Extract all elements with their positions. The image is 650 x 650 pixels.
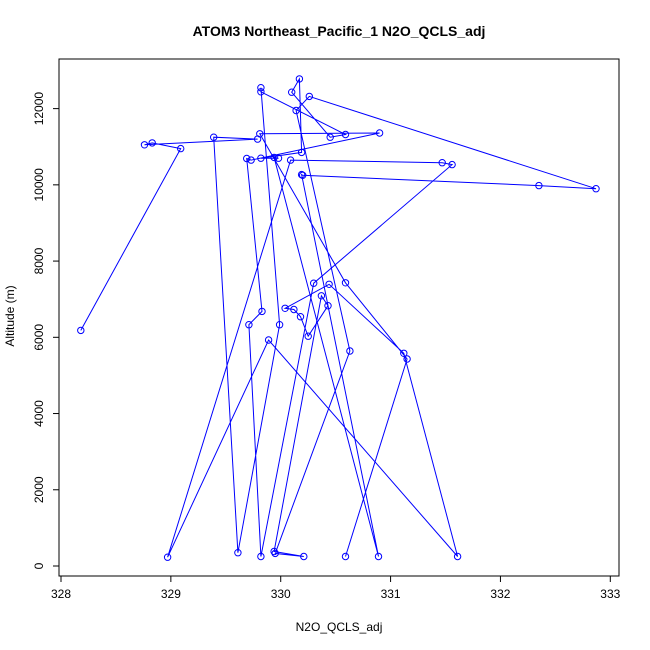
- data-point: [247, 156, 255, 164]
- data-point: [310, 279, 318, 287]
- data-point: [400, 349, 408, 357]
- y-tick-label: 12000: [32, 92, 46, 126]
- plot-frame: [58, 58, 620, 577]
- data-point: [257, 84, 265, 92]
- x-tick-label: 333: [600, 587, 620, 601]
- data-point: [270, 153, 278, 162]
- data-point: [290, 305, 298, 314]
- x-tick-label: 331: [381, 587, 401, 601]
- data-point: [257, 552, 265, 561]
- data-point: [264, 336, 273, 344]
- y-tick-label: 8000: [32, 247, 46, 274]
- data-point: [324, 302, 332, 310]
- y-axis-label: Altitude (m): [3, 285, 17, 346]
- data-point: [438, 159, 446, 167]
- data-point: [325, 280, 333, 288]
- data-point: [304, 332, 312, 340]
- data-point: [374, 552, 383, 561]
- data-point: [140, 141, 149, 149]
- data-point: [257, 88, 265, 96]
- series-line: [80, 77, 597, 558]
- data-point: [258, 307, 266, 316]
- y-tick-label: 2000: [32, 476, 46, 503]
- y-tick-label: 4000: [32, 400, 46, 427]
- data-point: [453, 552, 462, 561]
- data-point: [286, 156, 295, 164]
- data-point: [341, 130, 350, 139]
- data-point: [326, 133, 334, 141]
- data-point: [243, 154, 251, 163]
- y-tick-label: 0: [32, 562, 46, 569]
- x-axis-label: N2O_QCLS_adj: [296, 620, 383, 634]
- data-point: [297, 170, 306, 179]
- data-point: [256, 130, 264, 138]
- data-point: [274, 154, 283, 162]
- data-point: [148, 139, 156, 147]
- data-point: [257, 154, 265, 162]
- data-point: [77, 326, 85, 335]
- data-point: [535, 181, 543, 190]
- data-point: [592, 185, 600, 193]
- data-point: [163, 553, 172, 561]
- y-tick-label: 10000: [32, 168, 46, 202]
- data-point: [317, 292, 326, 300]
- data-point: [305, 92, 313, 101]
- chart-title: ATOM3 Northeast_Pacific_1 N2O_QCLS_adj: [193, 23, 486, 39]
- data-point: [210, 133, 218, 141]
- data-point: [403, 355, 411, 363]
- data-point: [297, 148, 306, 157]
- data-point: [275, 321, 284, 329]
- x-tick-label: 329: [161, 587, 181, 601]
- y-tick-label: 6000: [32, 324, 46, 351]
- data-point: [295, 75, 304, 83]
- data-point: [448, 160, 456, 169]
- data-point: [292, 106, 300, 115]
- series-group: [80, 77, 597, 558]
- data-point: [177, 144, 185, 153]
- data-point: [300, 552, 308, 561]
- data-point: [281, 304, 289, 312]
- data-point: [234, 549, 242, 557]
- data-point: [296, 313, 305, 321]
- data-point: [299, 171, 307, 180]
- x-tick-label: 330: [271, 587, 291, 601]
- points-group: [77, 75, 600, 561]
- x-tick-label: 328: [51, 587, 71, 601]
- data-point: [288, 88, 296, 96]
- data-point: [271, 549, 279, 558]
- data-point: [346, 347, 354, 355]
- x-tick-label: 332: [490, 587, 510, 601]
- data-point: [341, 279, 350, 287]
- data-point: [341, 552, 350, 561]
- data-point: [245, 321, 253, 329]
- data-point: [270, 547, 278, 556]
- data-point: [375, 129, 384, 137]
- x-axis: 328 329 330 331 332 333: [51, 575, 621, 601]
- y-axis: 0 2000 4000 6000 8000 10000 12000: [32, 92, 60, 569]
